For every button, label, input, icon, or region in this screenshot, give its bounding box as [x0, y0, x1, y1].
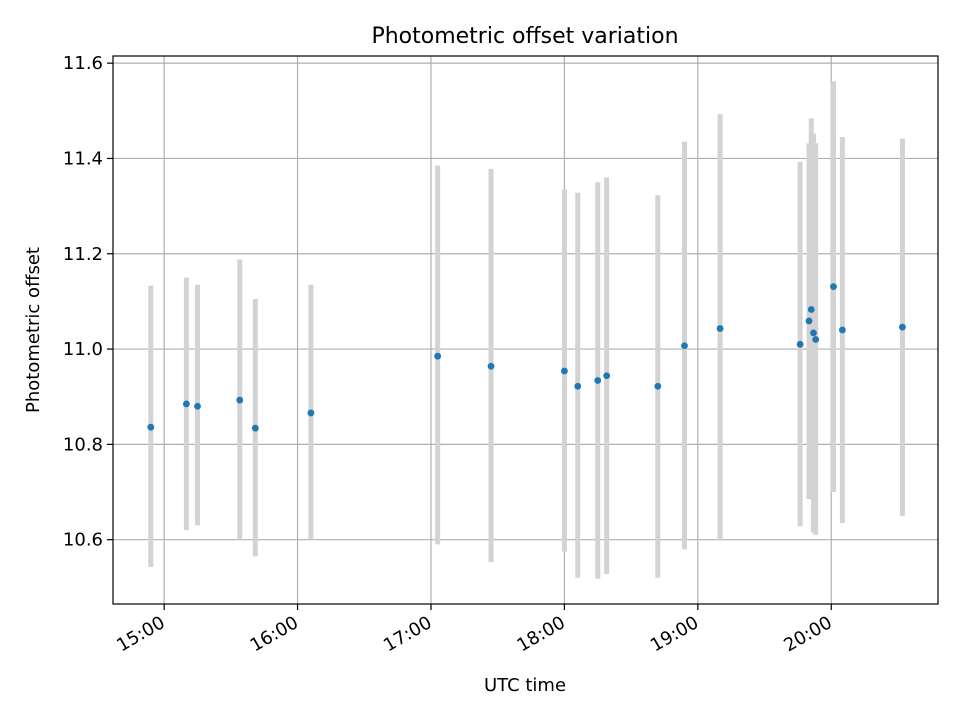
- data-point: [574, 382, 582, 390]
- data-point: [812, 336, 820, 343]
- y-tick-label: 11.2: [63, 244, 103, 265]
- data-point: [838, 326, 846, 334]
- y-tick-label: 11.6: [63, 53, 103, 74]
- data-point: [810, 329, 817, 337]
- data-point: [654, 382, 662, 390]
- data-point: [147, 423, 155, 431]
- data-point: [899, 323, 906, 331]
- data-point: [561, 367, 568, 375]
- y-tick-label: 10.6: [63, 530, 103, 551]
- data-point: [796, 340, 804, 348]
- data-point: [194, 402, 201, 410]
- data-point: [251, 424, 259, 432]
- y-tick-label: 11.0: [63, 339, 103, 360]
- y-tick-label: 10.8: [63, 434, 103, 455]
- data-point: [807, 306, 815, 313]
- data-points: [147, 283, 906, 432]
- data-point: [805, 317, 813, 325]
- plot-frame: [112, 55, 939, 605]
- data-point: [487, 362, 495, 370]
- data-point: [594, 377, 602, 384]
- data-point: [236, 396, 244, 404]
- data-point: [830, 283, 837, 291]
- x-axis-label: UTC time: [484, 675, 566, 696]
- data-point: [716, 325, 724, 332]
- y-axis-ticks: 10.6 10.8 11.0 11.2 11.4 11.6: [63, 53, 113, 551]
- data-point: [603, 372, 611, 380]
- data-point: [307, 409, 315, 417]
- y-axis-label: Photometric offset: [23, 247, 44, 413]
- data-point: [434, 352, 442, 360]
- data-point: [681, 342, 688, 350]
- y-tick-label: 11.4: [63, 148, 103, 169]
- chart-title: Photometric offset variation: [371, 24, 678, 49]
- data-point: [182, 400, 190, 408]
